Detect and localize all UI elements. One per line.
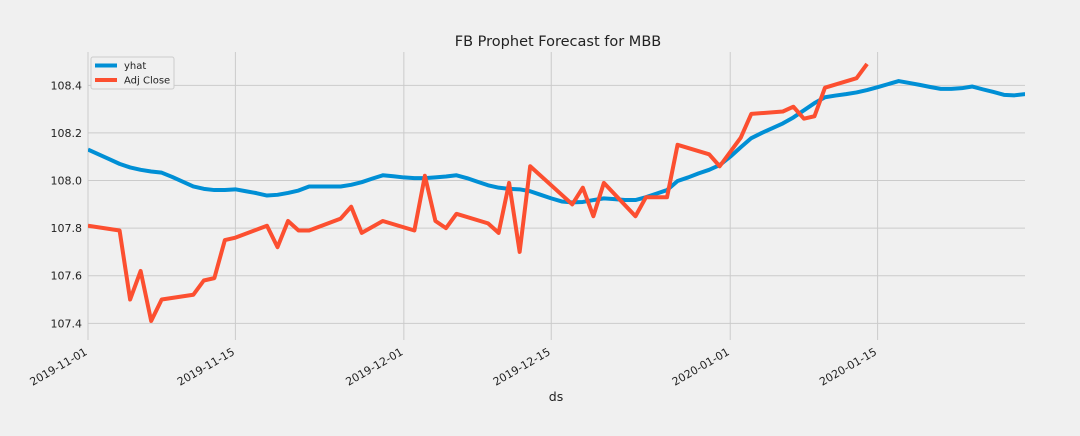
x-tick-label: 2019-11-15 (175, 345, 237, 388)
legend-label-yhat: yhat (124, 61, 146, 72)
x-tick-label: 2019-12-15 (491, 345, 553, 388)
x-axis-label: ds (549, 389, 563, 404)
x-tick-label: 2019-11-01 (28, 345, 90, 388)
x-tick-label: 2019-12-01 (343, 345, 405, 388)
y-tick-label: 108.4 (51, 79, 83, 92)
series-line-adj-close (88, 62, 869, 323)
y-tick-label: 107.6 (51, 270, 83, 283)
series-layer (88, 62, 1025, 323)
chart-title: FB Prophet Forecast for MBB (455, 34, 661, 50)
y-tick-label: 107.8 (51, 222, 83, 235)
legend: yhat Adj Close (90, 56, 175, 90)
legend-label-adj-close: Adj Close (124, 76, 170, 87)
tick-layer: 107.4 107.6 107.8 108.0 108.2 108.4 2019-11-01… (28, 79, 879, 388)
y-tick-label: 108.2 (51, 127, 83, 140)
y-tick-label: 108.0 (51, 175, 83, 188)
y-tick-label: 107.4 (51, 317, 83, 330)
x-tick-label: 2020-01-01 (670, 345, 732, 388)
x-tick-label: 2020-01-15 (817, 345, 879, 388)
grid-layer (87, 52, 1025, 340)
series-line-yhat (88, 79, 1025, 205)
